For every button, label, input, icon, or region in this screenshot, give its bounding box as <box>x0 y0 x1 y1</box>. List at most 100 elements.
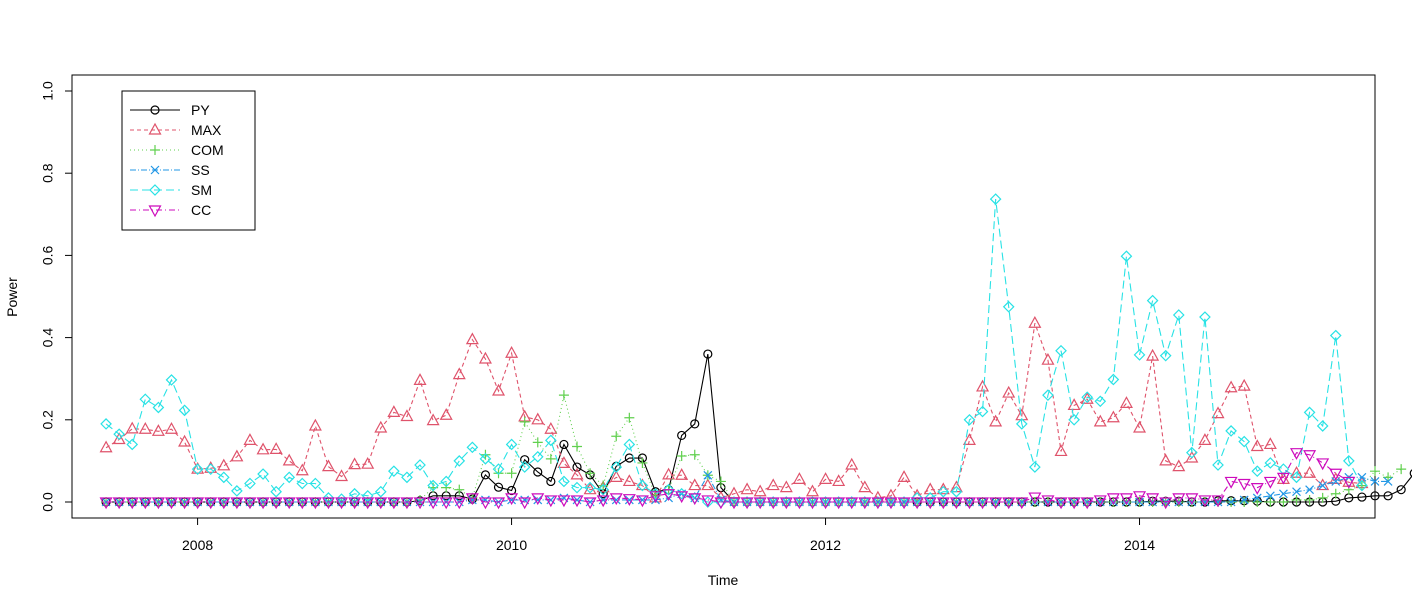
data-point-sm <box>1094 395 1107 408</box>
data-point-cc <box>151 497 165 510</box>
data-point-cc <box>374 497 388 510</box>
data-point-com <box>572 441 583 452</box>
data-point-sm <box>505 438 518 451</box>
data-point-ss <box>1226 497 1236 507</box>
data-point-max <box>348 457 362 470</box>
data-point-cc <box>1224 476 1238 489</box>
data-point-cc <box>243 497 257 510</box>
data-point-cc <box>1028 492 1042 505</box>
data-point-ss <box>1056 497 1066 507</box>
data-point-cc <box>138 497 152 510</box>
data-point-cc <box>1276 472 1290 485</box>
data-point-max <box>805 484 819 497</box>
data-point-sm <box>544 434 557 447</box>
data-point-max <box>439 408 453 420</box>
data-point-sm <box>950 485 963 498</box>
legend-label-sm: SM <box>191 182 212 198</box>
data-point-com <box>637 457 648 468</box>
data-point-py <box>507 485 517 496</box>
data-point-max <box>1198 433 1212 445</box>
data-point-com <box>1317 492 1328 503</box>
data-point-max <box>112 432 126 445</box>
data-point-cc <box>439 497 453 510</box>
data-point-com <box>585 468 596 479</box>
data-point-ss <box>1082 497 1092 507</box>
data-point-sm <box>571 481 583 494</box>
data-point-ss <box>925 497 935 507</box>
data-point-cc <box>1002 497 1016 510</box>
legend-item-py: PY <box>130 102 210 118</box>
data-point-cc <box>923 497 937 510</box>
data-point-max <box>217 458 231 471</box>
data-point-sm <box>636 479 649 492</box>
data-point-py <box>1396 485 1406 495</box>
data-point-max <box>151 424 165 436</box>
data-point-com <box>519 416 530 427</box>
data-point-com <box>454 484 465 495</box>
data-point-cc <box>1119 493 1133 506</box>
data-point-sm <box>427 479 439 492</box>
data-point-sm <box>1212 459 1224 471</box>
data-point-py <box>1409 469 1412 478</box>
data-point-sm <box>139 393 152 406</box>
data-point-max <box>662 467 676 480</box>
data-point-max <box>792 472 806 484</box>
data-point-max <box>505 345 519 358</box>
data-point-cc <box>478 497 492 510</box>
data-point-sm <box>1146 294 1159 307</box>
data-point-max <box>832 474 846 487</box>
data-point-cc <box>884 497 898 510</box>
data-point-max <box>1237 378 1251 391</box>
series-cc <box>99 448 1356 510</box>
data-point-max <box>976 379 990 392</box>
data-point-cc <box>426 497 440 510</box>
data-point-cc <box>269 497 283 510</box>
legend-item-max: MAX <box>130 122 222 138</box>
axes-layer: 2008 2010 2012 2014 0.0 0.2 0.4 0.6 0.8 1.0 <box>40 81 1156 553</box>
data-point-max <box>335 469 349 482</box>
data-point-cc <box>1015 497 1029 510</box>
data-point-max <box>858 480 872 493</box>
data-point-cc <box>99 497 113 510</box>
data-point-cc <box>178 497 192 510</box>
data-point-max <box>688 478 702 491</box>
data-point-sm <box>191 463 204 475</box>
data-point-cc <box>1159 497 1173 510</box>
data-point-cc <box>1093 495 1107 508</box>
data-point-sm <box>518 461 531 473</box>
data-point-sm <box>204 463 217 475</box>
data-point-sm <box>1133 349 1146 361</box>
data-point-sm <box>348 487 361 500</box>
data-point-max <box>1133 420 1147 433</box>
data-point-ss <box>1017 497 1027 507</box>
data-point-ss <box>1213 497 1223 507</box>
data-point-cc <box>308 497 322 510</box>
data-point-sm <box>1120 250 1133 263</box>
data-point-cc <box>570 495 584 508</box>
data-point-ss <box>912 497 922 507</box>
data-point-cc <box>688 493 702 506</box>
data-point-ss <box>1200 497 1210 507</box>
series-line-cc <box>106 452 1350 503</box>
data-point-max <box>387 405 401 418</box>
legend-label-py: PY <box>191 102 210 118</box>
data-point-ss <box>637 495 647 505</box>
data-point-ss <box>1239 495 1249 505</box>
data-point-cc <box>465 493 479 506</box>
data-point-ss <box>1331 477 1341 486</box>
data-point-max <box>256 442 270 455</box>
data-point-cc <box>805 497 819 510</box>
data-point-sm <box>1316 420 1329 432</box>
data-point-sm <box>1329 329 1342 342</box>
data-point-ss <box>611 495 621 505</box>
data-point-ss <box>991 497 1001 507</box>
data-point-cc <box>1342 476 1356 489</box>
data-point-com <box>1304 494 1315 505</box>
data-point-cc <box>335 497 349 510</box>
data-point-sm <box>296 477 309 490</box>
data-point-cc <box>531 493 545 506</box>
data-point-cc <box>662 489 676 502</box>
y-axis-label: Power <box>4 277 20 317</box>
data-point-max <box>570 467 584 480</box>
data-point-max <box>1172 459 1186 472</box>
